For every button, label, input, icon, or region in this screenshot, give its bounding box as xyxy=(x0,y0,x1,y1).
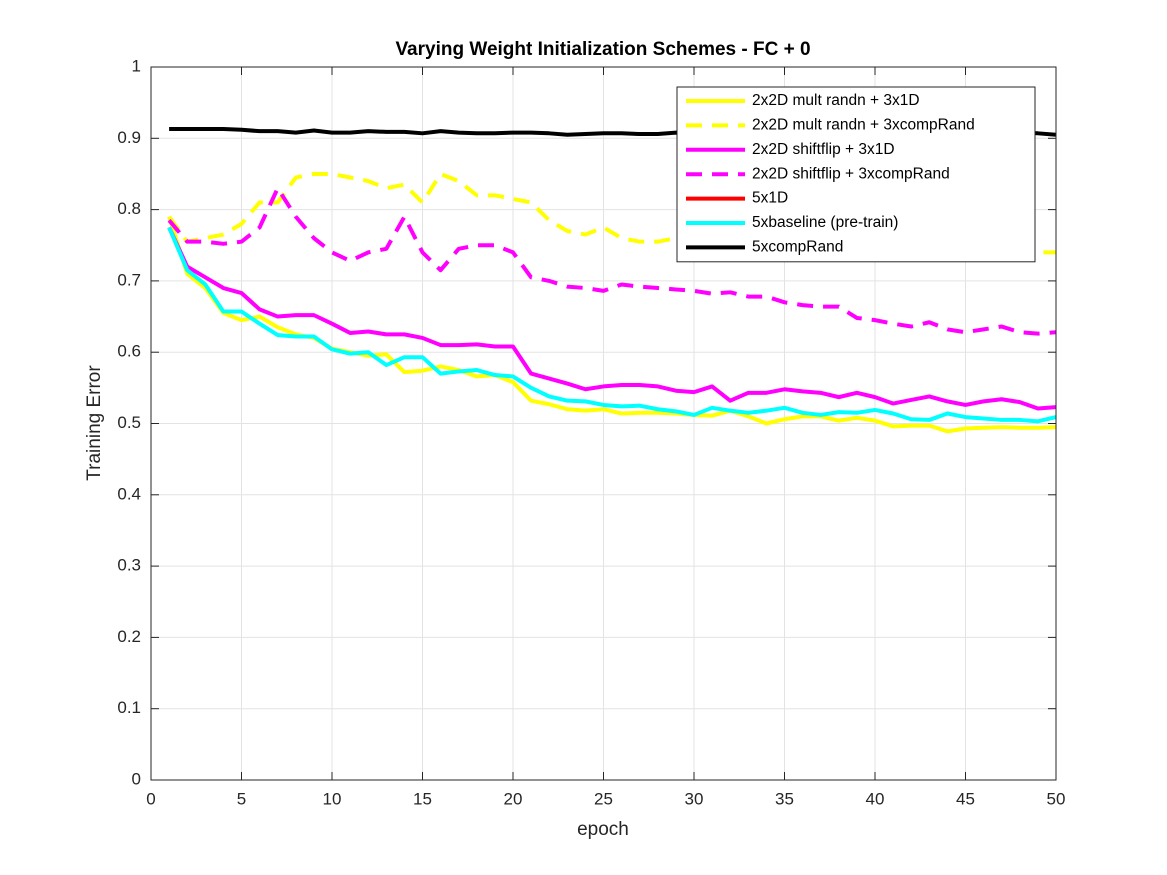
y-tick-label: 0.7 xyxy=(117,270,141,289)
legend-label: 2x2D mult randn + 3x1D xyxy=(752,92,920,109)
y-axis-label: Training Error xyxy=(84,365,105,481)
legend-label: 2x2D shiftflip + 3x1D xyxy=(752,141,895,158)
y-tick-label: 0.5 xyxy=(117,413,141,432)
x-tick-label: 20 xyxy=(504,789,523,808)
y-tick-label: 0.9 xyxy=(117,128,141,147)
legend-label: 2x2D mult randn + 3xcompRand xyxy=(752,116,975,133)
legend-label: 5xbaseline (pre-train) xyxy=(752,214,898,231)
x-tick-label: 5 xyxy=(237,789,246,808)
chart-title: Varying Weight Initialization Schemes - … xyxy=(395,39,810,60)
y-tick-label: 0.1 xyxy=(117,698,141,717)
x-tick-label: 25 xyxy=(594,789,613,808)
y-tick-label: 0.4 xyxy=(117,484,141,503)
x-tick-label: 15 xyxy=(413,789,432,808)
x-tick-label: 40 xyxy=(866,789,885,808)
series-line xyxy=(167,186,1056,336)
y-tick-label: 0.3 xyxy=(117,556,141,575)
y-tick-label: 0.6 xyxy=(117,342,141,361)
x-tick-label: 35 xyxy=(775,789,794,808)
legend-label: 2x2D shiftflip + 3xcompRand xyxy=(752,165,950,182)
x-tick-label: 0 xyxy=(146,789,155,808)
legend-label: 5x1D xyxy=(752,190,788,207)
axes-box xyxy=(150,66,1057,781)
y-tick-label: 0.8 xyxy=(117,199,141,218)
legend-box xyxy=(676,86,1036,263)
x-tick-label: 50 xyxy=(1047,789,1066,808)
legend-label: 5xcompRand xyxy=(752,238,843,255)
series-line xyxy=(167,171,1056,255)
y-tick-label: 0 xyxy=(132,769,141,788)
x-tick-label: 45 xyxy=(956,789,975,808)
series-line xyxy=(167,226,1056,411)
series-line xyxy=(167,226,1056,424)
x-tick-label: 10 xyxy=(323,789,342,808)
y-tick-label: 0.2 xyxy=(117,627,141,646)
x-tick-label: 30 xyxy=(685,789,704,808)
y-tick-label: 1 xyxy=(132,56,141,75)
x-axis-label: epoch xyxy=(577,819,629,840)
